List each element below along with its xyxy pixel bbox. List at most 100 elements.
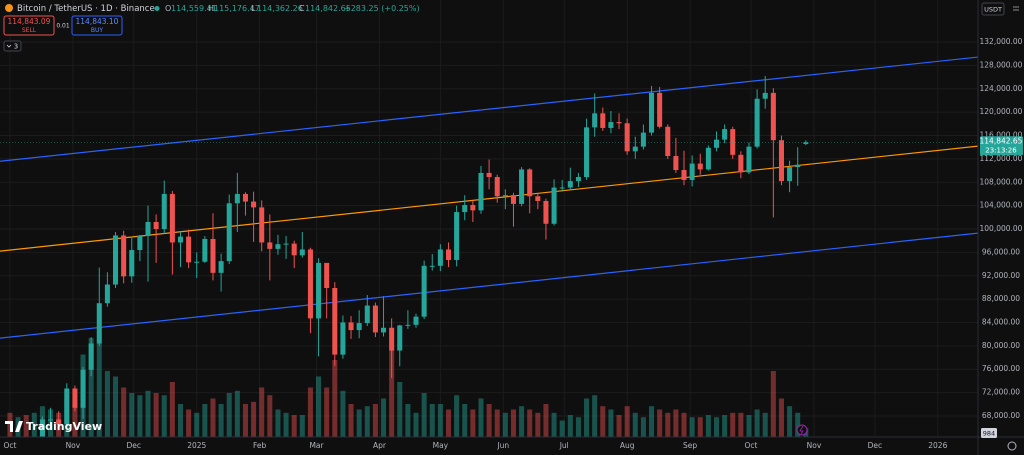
volume-bar [177,404,184,437]
sell-label[interactable]: SELL [22,27,37,34]
candle-body [137,236,143,251]
ohlc-key: H [208,4,214,13]
volume-bar [259,387,265,437]
volume-bar [169,382,175,437]
volume-bar [242,404,248,437]
volume-bar [470,409,476,437]
candle-body [129,250,135,277]
x-tick-label: Apr [373,441,387,450]
candle-body [551,187,557,224]
candle-body [575,177,581,182]
sell-price[interactable]: 114,843.09 [8,17,51,26]
candle-body [275,244,281,249]
candle-body [413,316,419,325]
candle-body [730,129,736,155]
symbol-icon [5,4,13,12]
volume-bar [437,404,443,437]
candle-body [218,261,224,273]
candle-body [608,122,614,128]
x-tick-label: Sep [683,441,697,450]
volume-bar [267,395,273,437]
last-price-tag [980,136,1023,156]
volume-bar [462,404,468,437]
volume-bar [413,412,419,437]
y-tick-label: 92,000.00 [982,271,1020,280]
indicators-toggle[interactable]: 3 [3,40,22,52]
x-tick-label: May [433,441,449,450]
volume-bar [632,412,638,437]
candle-body [186,236,192,263]
candle-body [177,236,184,243]
volume-bar [275,409,281,437]
volume-bar [218,404,224,437]
volume-bar [722,415,728,437]
buy-price[interactable]: 114,843.10 [76,17,119,26]
candle-body [665,126,671,156]
candle-body [372,305,378,333]
spread: 0.01 [56,23,70,30]
currency-box[interactable] [981,2,1005,16]
y-tick-label: 124,000.00 [980,84,1023,93]
indicators-box[interactable] [3,40,22,52]
ohlc-value: 115,176.47 [214,4,260,13]
volume-bar [608,409,614,437]
volume-bar [234,390,240,437]
candle-body [738,154,744,173]
menu-icon[interactable] [1013,6,1019,11]
candle-body [56,419,62,425]
volume-bar [649,406,655,437]
candle-body [72,388,78,408]
x-tick-label: Aug [620,441,635,450]
volume-bar [575,417,581,437]
volume-bar [96,343,102,437]
buy-label[interactable]: BUY [91,27,104,34]
candle-body [673,155,679,171]
x-tick-label: Nov [807,441,822,450]
y-tick-label: 88,000.00 [982,294,1020,303]
candle-body [697,163,703,170]
candle-body [445,249,452,260]
candle-body [559,187,565,189]
candle-body [405,324,411,326]
lightning [799,425,804,435]
buy-box[interactable] [71,15,123,36]
volume-bar [332,360,338,437]
volume-bar [113,376,119,437]
candle-body [705,147,711,170]
candle-body [795,164,801,168]
channel-line [0,145,978,252]
candle-body [389,327,395,351]
candle-body [332,288,338,355]
candle-body [194,261,200,263]
volume-bar [153,393,159,437]
symbol[interactable]: Bitcoin / TetherUS · 1D · Binance [17,4,155,14]
sell-button[interactable]: 114,843.09 SELL [3,15,55,36]
candle-body [584,127,590,178]
volume-bar [754,409,760,437]
buy-button[interactable]: 114,843.10 BUY [71,15,123,36]
sell-box[interactable] [3,15,55,36]
y-tick-label: 104,000.00 [980,201,1023,210]
ohlc-value: 114,559.41 [171,4,217,13]
candle-body [657,92,663,127]
candle-body [649,92,655,133]
volume-bar [283,412,289,437]
market-status [154,6,160,11]
volume-bar [88,338,94,437]
y-tick-label: 116,000.00 [980,131,1023,140]
candle-body [429,265,435,267]
ohlc-value: 114,362.26 [257,4,303,13]
candle-body [762,92,768,99]
x-tick-label: Jun [496,441,509,450]
volume-bar [194,412,200,437]
settings-icon[interactable] [1007,441,1017,451]
indicators-count[interactable]: 3 [14,43,18,51]
countdown: 23:13:26 [985,146,1017,154]
events-icon[interactable] [796,424,808,436]
x-tick-label: Dec [127,441,142,450]
volume-bar [567,415,573,437]
volume-bar [762,412,768,437]
currency[interactable]: USDT [984,6,1002,14]
volume-bar [372,404,378,437]
x-tick-label: 2026 [928,441,947,450]
